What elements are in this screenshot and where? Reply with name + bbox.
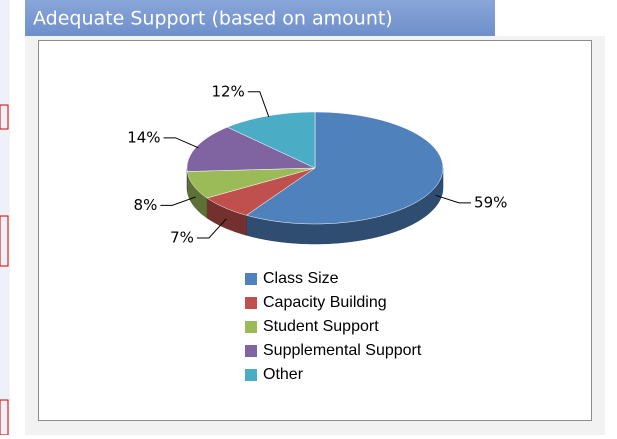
legend-swatch: [245, 273, 257, 285]
legend-swatch: [245, 297, 257, 309]
data-label: 7%: [170, 228, 194, 246]
data-label: 12%: [211, 82, 244, 100]
legend-label: Student Support: [263, 318, 379, 335]
legend-label: Supplemental Support: [263, 342, 422, 359]
legend-swatch: [245, 369, 257, 381]
legend-label: Capacity Building: [263, 294, 387, 311]
chart-title: Adequate Support (based on amount): [33, 8, 393, 30]
legend-swatch: [245, 345, 257, 357]
legend-label: Other: [263, 366, 304, 383]
data-label: 14%: [127, 128, 160, 146]
data-label: 59%: [474, 193, 507, 211]
legend-label: Class Size: [263, 270, 339, 287]
data-label: 8%: [134, 196, 158, 214]
legend-swatch: [245, 321, 257, 333]
